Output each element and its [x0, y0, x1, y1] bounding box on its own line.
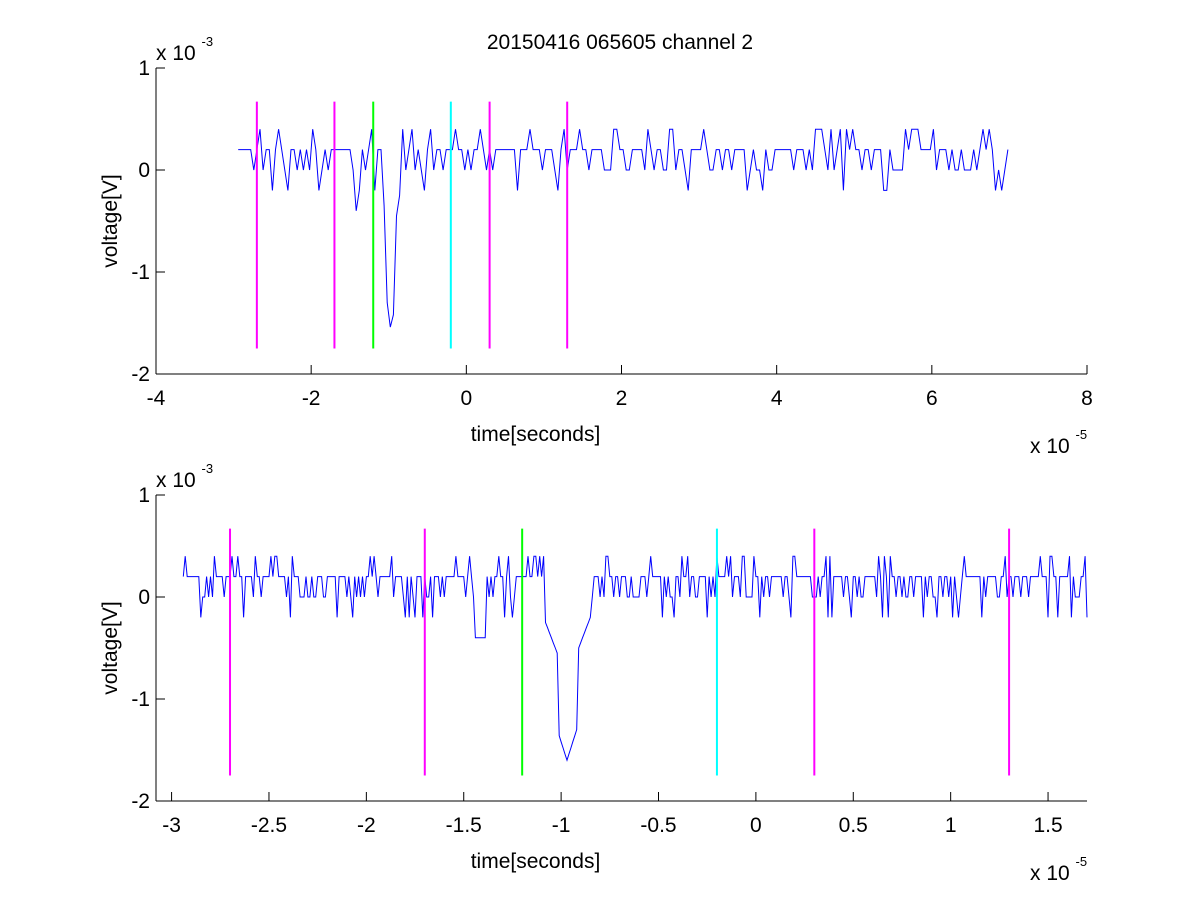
y-axis-label: voltage[V] [99, 601, 122, 694]
y-exponent-label: x 10 -3 [156, 461, 213, 492]
x-tick-label: 0.5 [839, 814, 868, 837]
x-tick-label: -0.5 [640, 814, 676, 837]
y-tick-label: -1 [131, 688, 150, 711]
x-tick-label: -2.5 [251, 814, 287, 837]
x-exponent-power: -5 [1076, 427, 1088, 442]
x-axis-label: time[seconds] [471, 850, 601, 873]
x-exponent-power: -5 [1076, 854, 1088, 869]
x-exponent-label: x 10 -5 [1030, 854, 1087, 885]
y-tick-label: 0 [138, 586, 150, 609]
y-tick-label: 0 [138, 159, 150, 182]
bottom-plot: -3 -2.5 -2 -1.5 -1 -0.5 0 0.5 1 1.5 -2 -1 0 1 time[sec… [99, 461, 1088, 885]
signal-trace [238, 128, 1009, 328]
y-axis-label: voltage[V] [99, 174, 122, 267]
y-exponent-power: -3 [202, 461, 214, 476]
y-exponent-power: -3 [202, 34, 214, 49]
x-tick-label: 1.5 [1033, 814, 1062, 837]
x-tick-label: -3 [162, 814, 181, 837]
x-tick-label: 2 [616, 387, 628, 410]
y-tick-label: -2 [131, 790, 150, 813]
x-tick-label: 0 [460, 387, 472, 410]
x-tick-label: 4 [771, 387, 783, 410]
y-exponent-label: x 10 -3 [156, 34, 213, 65]
x-tick-label: -2 [357, 814, 376, 837]
y-tick-label: -1 [131, 261, 150, 284]
x-tick-label: -1.5 [446, 814, 482, 837]
figure-title: 20150416 065605 channel 2 [487, 31, 753, 54]
x-tick-label: -2 [302, 387, 321, 410]
x-axis-label: time[seconds] [471, 423, 601, 446]
x-tick-label: 6 [926, 387, 938, 410]
x-tick-label: 8 [1081, 387, 1093, 410]
y-tick-label: 1 [138, 57, 150, 80]
top-plot: -4 -2 0 2 4 6 8-2-101time[seconds]voltage[V]x … [99, 34, 1093, 458]
y-tick-label: 1 [138, 484, 150, 507]
x-tick-label: -4 [147, 387, 166, 410]
x-tick-label: -1 [552, 814, 571, 837]
x-exponent-label: x 10 -5 [1030, 427, 1087, 458]
x-tick-label: 1 [945, 814, 957, 837]
y-tick-label: -2 [131, 363, 150, 386]
signal-trace [182, 555, 1088, 762]
x-tick-label: 0 [750, 814, 762, 837]
